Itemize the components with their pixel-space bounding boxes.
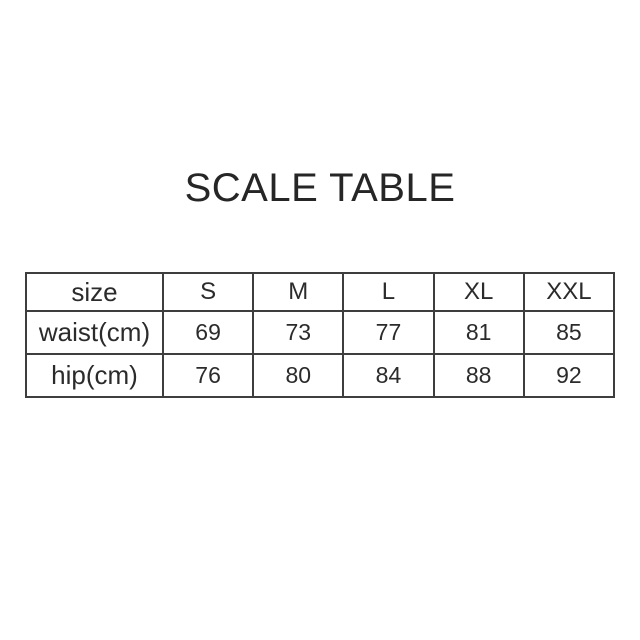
row-label-waist: waist(cm) xyxy=(25,310,164,355)
value-cell-waist-xxl: 85 xyxy=(522,310,616,355)
value-cell-hip-xl: 88 xyxy=(432,353,525,398)
size-table: size S M L XL XXL waist(cm) 69 73 77 81 … xyxy=(25,272,616,398)
header-row: size S M L XL XXL xyxy=(25,272,616,312)
header-cell-l: L xyxy=(342,272,435,312)
value-cell-hip-s: 76 xyxy=(161,353,255,398)
header-cell-size: size xyxy=(25,272,164,312)
page-title: SCALE TABLE xyxy=(184,166,456,210)
header-cell-xl: XL xyxy=(432,272,525,312)
value-cell-hip-xxl: 92 xyxy=(522,353,616,398)
value-cell-hip-m: 80 xyxy=(252,353,345,398)
table-row-waist: waist(cm) 69 73 77 81 85 xyxy=(25,310,616,355)
value-cell-waist-s: 69 xyxy=(161,310,255,355)
value-cell-waist-l: 77 xyxy=(342,310,435,355)
header-cell-m: M xyxy=(252,272,345,312)
row-label-hip: hip(cm) xyxy=(25,353,164,398)
header-cell-s: S xyxy=(161,272,255,312)
value-cell-hip-l: 84 xyxy=(342,353,435,398)
table-row-hip: hip(cm) 76 80 84 88 92 xyxy=(25,353,616,398)
value-cell-waist-m: 73 xyxy=(252,310,345,355)
value-cell-waist-xl: 81 xyxy=(432,310,525,355)
header-cell-xxl: XXL xyxy=(522,272,616,312)
